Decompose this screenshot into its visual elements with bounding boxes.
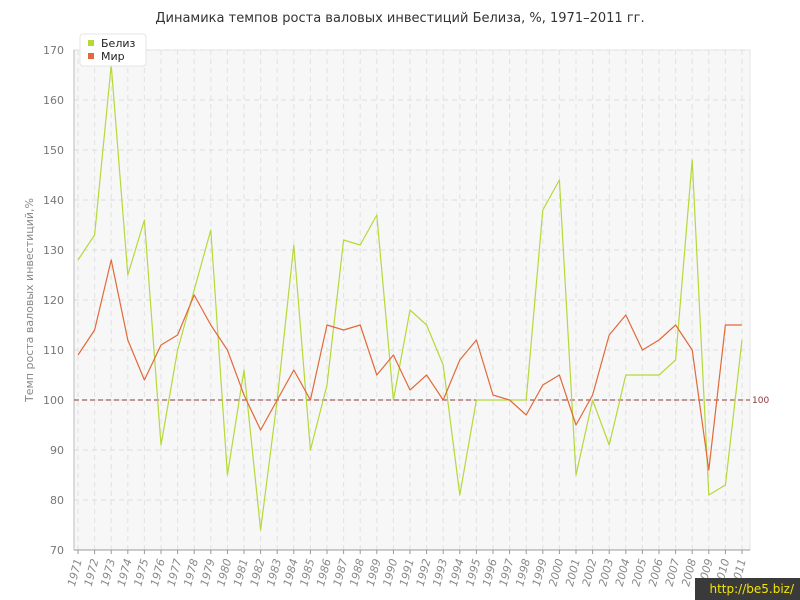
series-line xyxy=(77,64,743,531)
y-tick-label: 140 xyxy=(43,194,64,207)
legend-swatch xyxy=(88,40,94,46)
y-tick-label: 130 xyxy=(43,244,64,257)
y-tick-label: 100 xyxy=(43,394,64,407)
legend-label: Мир xyxy=(101,50,125,63)
legend-label: Белиз xyxy=(101,37,135,50)
y-tick-label: 160 xyxy=(43,94,64,107)
y-tick-label: 70 xyxy=(50,544,64,557)
y-tick-label: 170 xyxy=(43,44,64,57)
series-group-0 xyxy=(77,64,743,531)
y-tick-label: 120 xyxy=(43,294,64,307)
series-line xyxy=(77,259,742,471)
y-axis-label: Темп роста валовых инвестиций,% xyxy=(23,198,36,403)
legend-box xyxy=(79,33,147,67)
legend-swatch xyxy=(88,53,94,59)
chart-title: Динамика темпов роста валовых инвестиций… xyxy=(155,11,644,26)
y-tick-label: 90 xyxy=(50,444,64,457)
series-group-1 xyxy=(77,259,742,471)
y-tick-label: 110 xyxy=(43,344,64,357)
grid xyxy=(74,49,750,551)
reference-line-group: 100 xyxy=(74,396,769,406)
reference-line-label: 100 xyxy=(752,396,769,406)
series-layer xyxy=(77,64,743,531)
y-axis: 70 80 90 100 110 120 130 140 150 160 170 xyxy=(43,44,64,557)
y-tick-label: 150 xyxy=(43,144,64,157)
watermark: http://be5.biz/ xyxy=(695,578,800,600)
y-tick-label: 80 xyxy=(50,494,64,507)
